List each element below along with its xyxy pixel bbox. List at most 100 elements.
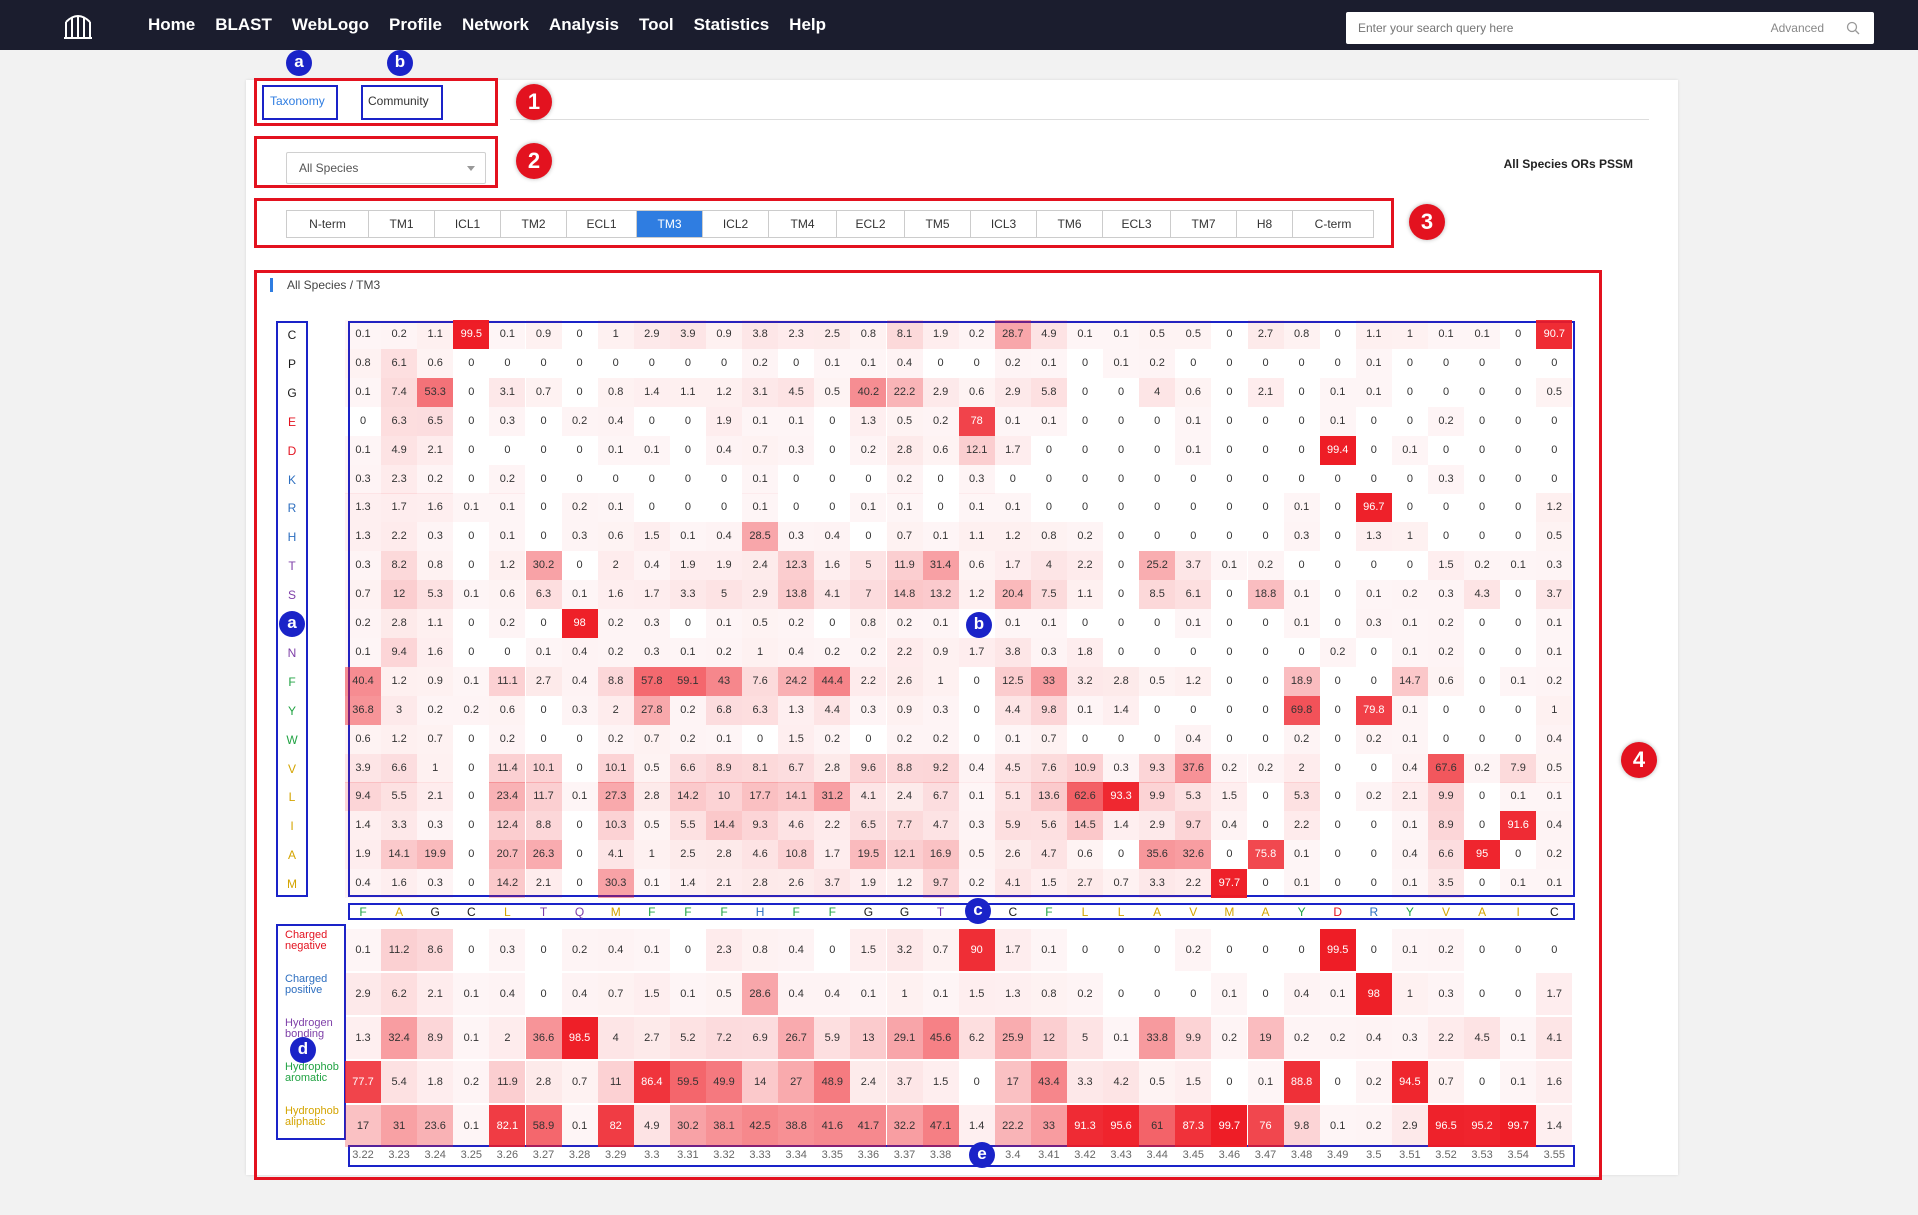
matrix-cell: 1.9 — [706, 406, 742, 436]
matrix-cell: 79.8 — [1355, 695, 1392, 725]
search-input[interactable] — [1358, 12, 1738, 44]
matrix-cell: 0.1 — [669, 522, 706, 552]
tab-taxonomy[interactable]: Taxonomy — [270, 94, 325, 108]
advanced-search-link[interactable]: Advanced — [1770, 21, 1824, 35]
site-logo-icon[interactable] — [62, 12, 94, 40]
segment-tm4[interactable]: TM4 — [769, 211, 837, 237]
category-cell: 0.3 — [1428, 973, 1464, 1015]
segment-ecl3[interactable]: ECL3 — [1103, 211, 1171, 237]
category-label-line1: Charged — [285, 973, 328, 985]
category-label: Hydrophob aromatic — [285, 1062, 339, 1084]
category-cell: 0.3 — [1391, 1017, 1428, 1059]
segment-tm3[interactable]: TM3 — [637, 211, 703, 237]
aa-row-label: T — [288, 559, 296, 574]
matrix-cell: 0 — [937, 472, 944, 485]
matrix-cell: 0 — [829, 443, 836, 456]
matrix-cell: 0 — [576, 328, 583, 340]
matrix-cell: 0.2 — [453, 695, 490, 725]
nav-network[interactable]: Network — [461, 15, 530, 34]
category-cell: 0.4 — [814, 973, 851, 1015]
category-cell: 0.3 — [489, 929, 526, 971]
matrix-cell: 0 — [1370, 472, 1377, 485]
nav-statistics[interactable]: Statistics — [693, 15, 770, 34]
matrix-cell: 44.4 — [814, 666, 851, 696]
segment-ecl2[interactable]: ECL2 — [837, 211, 905, 237]
segment-cterm[interactable]: C-term — [1293, 211, 1373, 237]
matrix-cell: 0 — [1406, 385, 1413, 398]
matrix-cell: 0 — [937, 501, 944, 514]
position-label: 3.4 — [1005, 1149, 1021, 1161]
matrix-cell: 0.2 — [669, 724, 706, 754]
matrix-cell: 0.1 — [597, 493, 634, 523]
tab-community[interactable]: Community — [368, 94, 429, 108]
matrix-cell: 0.2 — [886, 464, 923, 494]
top-navbar: Home BLAST WebLogo Profile Network Analy… — [0, 0, 1918, 50]
matrix-cell: 0.1 — [669, 637, 706, 667]
matrix-cell: 0 — [1226, 645, 1233, 658]
matrix-cell: 1 — [1536, 695, 1573, 725]
matrix-cell: 0 — [359, 414, 367, 427]
matrix-cell: 0 — [468, 617, 475, 629]
matrix-cell: 2.2 — [886, 637, 923, 667]
matrix-cell: 0 — [1262, 530, 1269, 543]
matrix-cell: 0.4 — [1175, 724, 1212, 754]
segment-tm6[interactable]: TM6 — [1037, 211, 1103, 237]
consensus-residue: G — [863, 905, 874, 919]
matrix-cell: 25.2 — [1139, 551, 1176, 581]
matrix-cell: 0.1 — [1030, 406, 1067, 436]
matrix-cell: 0 — [1515, 414, 1522, 427]
segment-nterm[interactable]: N-term — [287, 211, 369, 237]
matrix-cell: 0 — [1154, 703, 1161, 716]
matrix-cell: 0.1 — [1175, 609, 1212, 638]
nav-profile[interactable]: Profile — [389, 15, 442, 34]
segment-tm5[interactable]: TM5 — [905, 211, 971, 237]
segment-icl1[interactable]: ICL1 — [435, 211, 501, 237]
matrix-cell: 0 — [1442, 732, 1450, 745]
matrix-cell: 0 — [1551, 443, 1558, 456]
matrix-cell: 0.6 — [958, 551, 995, 581]
nav-weblogo[interactable]: WebLogo — [291, 15, 370, 34]
category-cell: 0.2 — [561, 929, 598, 971]
nav-blast[interactable]: BLAST — [215, 15, 272, 34]
segment-ecl1[interactable]: ECL1 — [567, 211, 637, 237]
matrix-cell: 4.1 — [597, 840, 634, 870]
matrix-cell: 0 — [1262, 501, 1269, 514]
category-cell: 0 — [1479, 944, 1486, 956]
segment-icl2[interactable]: ICL2 — [703, 211, 769, 237]
search-icon[interactable] — [1846, 21, 1860, 35]
category-cell: 1.7 — [994, 929, 1031, 971]
matrix-cell: 27.3 — [597, 782, 634, 812]
position-label: 3.35 — [821, 1149, 843, 1161]
category-cell: 0.1 — [1103, 1017, 1140, 1059]
matrix-cell: 4.6 — [742, 840, 779, 870]
matrix-cell: 3.9 — [669, 320, 706, 349]
segment-tm2[interactable]: TM2 — [501, 211, 567, 237]
segment-tm7[interactable]: TM7 — [1171, 211, 1237, 237]
matrix-cell: 1.7 — [633, 580, 670, 610]
matrix-cell: 0.4 — [778, 637, 815, 667]
nav-home[interactable]: Home — [148, 15, 196, 34]
matrix-cell: 32.6 — [1175, 840, 1212, 870]
category-cell: 2.9 — [345, 973, 381, 1015]
consensus-residue: I — [1516, 905, 1520, 919]
matrix-cell: 1.2 — [706, 377, 742, 407]
matrix-cell: 0.2 — [1211, 753, 1248, 783]
position-label: 3.29 — [604, 1149, 627, 1161]
category-cell: 98.5 — [561, 1017, 598, 1059]
matrix-cell: 2 — [597, 695, 634, 725]
nav-tool[interactable]: Tool — [638, 15, 674, 34]
species-select[interactable]: All Species — [286, 152, 486, 184]
category-cell: 86.4 — [633, 1061, 670, 1103]
matrix-cell: 0 — [684, 501, 691, 514]
segment-tm1[interactable]: TM1 — [369, 211, 435, 237]
matrix-cell: 5.6 — [1030, 811, 1067, 841]
matrix-cell: 0.1 — [706, 609, 742, 638]
segment-icl3[interactable]: ICL3 — [971, 211, 1037, 237]
matrix-cell: 0.4 — [633, 551, 670, 581]
segment-h8[interactable]: H8 — [1237, 211, 1293, 237]
category-cell: 11.2 — [381, 929, 418, 971]
nav-help[interactable]: Help — [789, 15, 827, 34]
matrix-cell: 0 — [1154, 732, 1161, 745]
matrix-cell: 0.1 — [922, 609, 959, 638]
nav-analysis[interactable]: Analysis — [549, 15, 619, 34]
